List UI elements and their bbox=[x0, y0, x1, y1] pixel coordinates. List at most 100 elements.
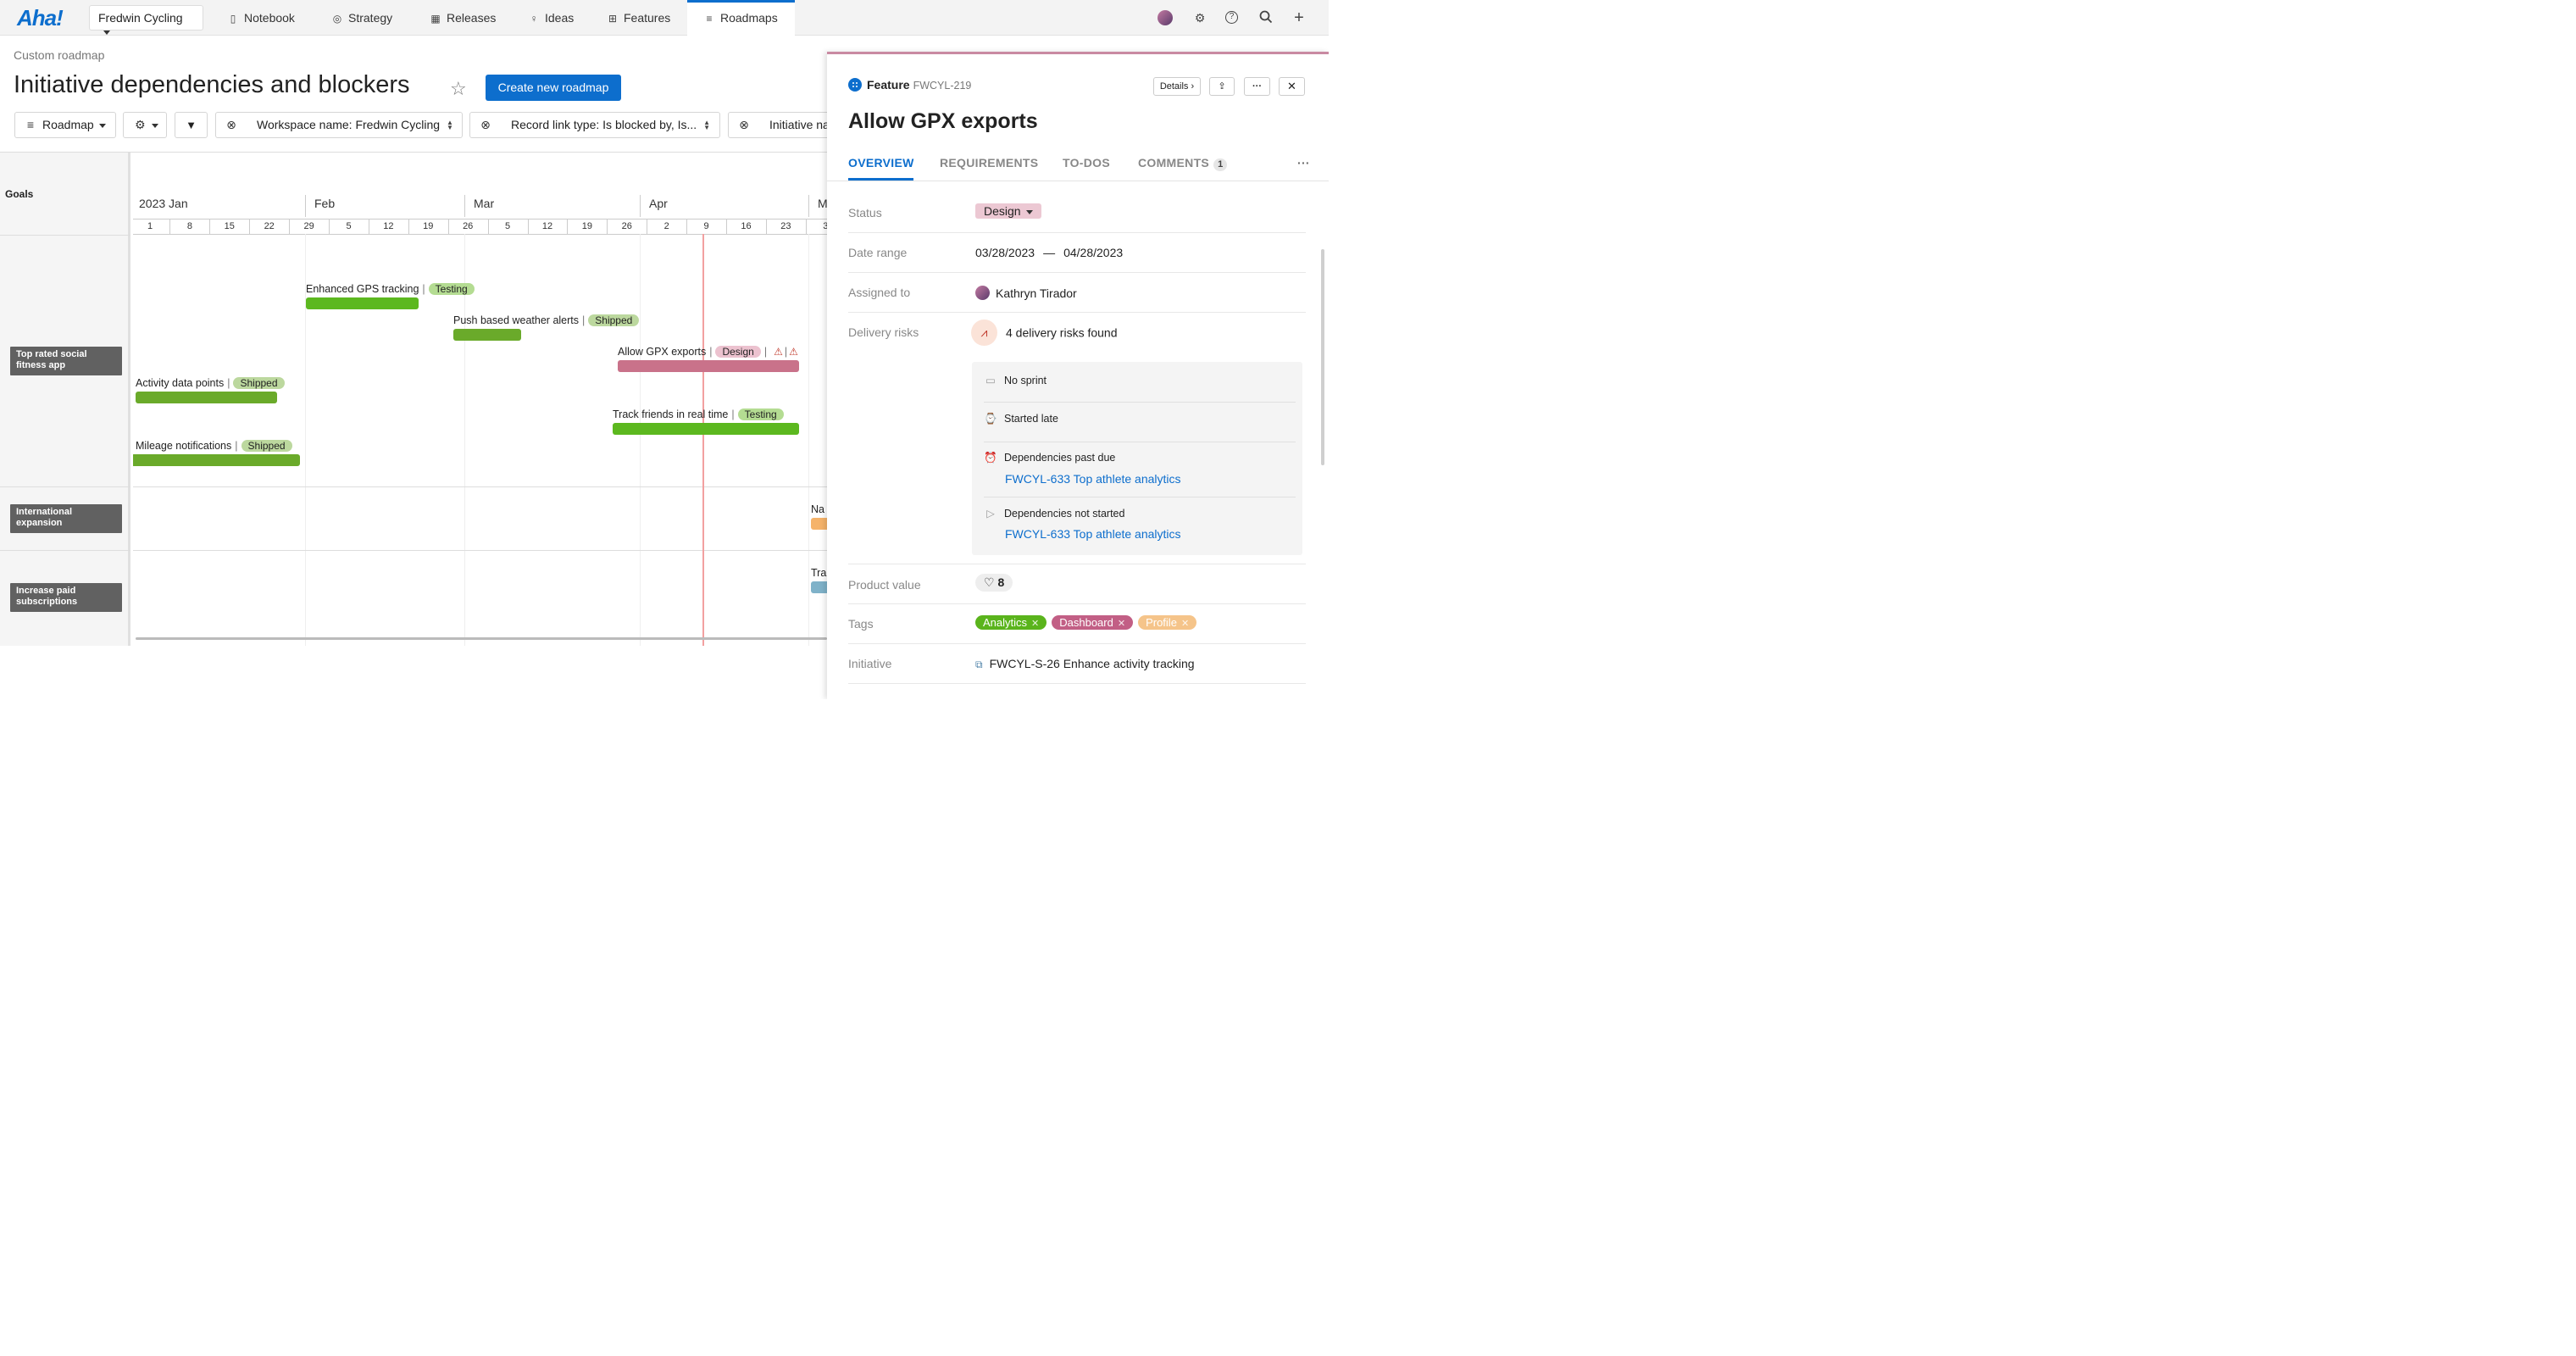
plus-icon[interactable]: + bbox=[1294, 8, 1304, 27]
week-label: 15 bbox=[224, 221, 235, 231]
field-date-range: Date range 03/28/2023—04/28/2023 bbox=[848, 233, 1306, 273]
week-label: 16 bbox=[741, 221, 752, 231]
help-icon[interactable]: ? bbox=[1225, 11, 1238, 24]
feature-bar[interactable] bbox=[136, 392, 277, 403]
nav-notebook[interactable]: ▯ Notebook bbox=[217, 0, 305, 36]
week-label: 5 bbox=[505, 221, 511, 231]
week-label: 12 bbox=[383, 221, 394, 231]
filter-record-link-type[interactable]: ⊗ Record link type: Is blocked by, Is... ▲… bbox=[469, 112, 720, 138]
delivery-risks-summary[interactable]: ⩘ 4 delivery risks found bbox=[971, 320, 1118, 346]
nav-strategy[interactable]: ◎ Strategy bbox=[321, 0, 402, 36]
feature-label[interactable]: Na bbox=[811, 503, 824, 515]
goal-chip[interactable]: Top rated social fitness app bbox=[10, 347, 122, 375]
feature-bar[interactable] bbox=[306, 297, 419, 309]
feature-title[interactable]: Allow GPX exports bbox=[848, 109, 1038, 133]
remove-filter-icon[interactable]: ⊗ bbox=[226, 118, 236, 131]
feature-label[interactable]: Tra bbox=[811, 567, 827, 579]
filter-button[interactable]: ▼ bbox=[175, 112, 208, 138]
assignee[interactable]: Kathryn Tirador bbox=[975, 286, 1077, 300]
remove-tag-icon[interactable]: ✕ bbox=[1031, 619, 1040, 629]
more-icon[interactable]: ··· bbox=[1244, 77, 1270, 96]
filter-workspace[interactable]: ⊗ Workspace name: Fredwin Cycling ▲ ▼ bbox=[215, 112, 463, 138]
filter-initiative[interactable]: ⊗ Initiative na bbox=[728, 112, 847, 138]
feature-bar[interactable] bbox=[613, 423, 799, 435]
aha-logo[interactable]: Aha! bbox=[17, 5, 64, 31]
tag-analytics[interactable]: Analytics ✕ bbox=[975, 615, 1047, 630]
goal-chip[interactable]: International expansion bbox=[10, 504, 122, 533]
sort-icon: ▲ ▼ bbox=[703, 119, 711, 132]
roadmap-canvas: Goals Top rated social fitness app Inter… bbox=[0, 152, 827, 646]
goals-header: Goals bbox=[5, 188, 34, 200]
tab-overview[interactable]: OVERVIEW bbox=[848, 156, 914, 170]
feature-label[interactable]: Track friends in real time | Testing bbox=[613, 408, 784, 420]
tab-requirements[interactable]: REQUIREMENTS bbox=[940, 156, 1039, 170]
dependency-link[interactable]: FWCYL-633 Top athlete analytics bbox=[1005, 527, 1181, 541]
tag-dashboard[interactable]: Dashboard ✕ bbox=[1052, 615, 1134, 630]
nav-features[interactable]: ⊞ Features bbox=[597, 0, 680, 36]
nav-roadmaps[interactable]: ≡ Roadmaps bbox=[687, 0, 795, 36]
week-divider bbox=[209, 219, 211, 234]
breadcrumb[interactable]: Custom roadmap bbox=[14, 48, 105, 62]
remove-filter-icon[interactable]: ⊗ bbox=[739, 118, 749, 131]
month-label: M bbox=[818, 197, 827, 210]
app-window: Aha! Fredwin Cycling ▯ Notebook ◎ Strategy… bbox=[0, 0, 1329, 699]
gear-icon[interactable]: ⚙ bbox=[1194, 11, 1206, 25]
horizontal-scrollbar[interactable] bbox=[136, 637, 827, 640]
tag-profile[interactable]: Profile ✕ bbox=[1138, 615, 1197, 630]
feature-label[interactable]: Enhanced GPS tracking | Testing bbox=[306, 283, 475, 295]
more-tabs-icon[interactable]: ··· bbox=[1297, 156, 1310, 170]
tag-list[interactable]: Analytics ✕ Dashboard ✕ Profile ✕ bbox=[975, 615, 1202, 630]
week-divider bbox=[805, 219, 807, 234]
details-button[interactable]: Details › bbox=[1153, 77, 1201, 96]
week-label: 19 bbox=[581, 221, 593, 231]
month-label: Mar bbox=[474, 197, 495, 210]
date-range-value[interactable]: 03/28/2023—04/28/2023 bbox=[975, 246, 1124, 259]
chevron-down-icon bbox=[103, 30, 110, 35]
remove-tag-icon[interactable]: ✕ bbox=[1180, 619, 1190, 629]
hierarchy-icon: ⧉ bbox=[975, 659, 983, 670]
remove-tag-icon[interactable]: ✕ bbox=[1117, 619, 1126, 629]
roadmap-menu-button[interactable]: ≡ Roadmap bbox=[14, 112, 116, 138]
week-divider bbox=[169, 219, 171, 234]
feature-label[interactable]: Allow GPX exports | Design | ⚠ | ⚠ bbox=[618, 346, 798, 358]
field-product-value: Product value ♡ 8 bbox=[848, 564, 1306, 604]
panel-scrollbar[interactable] bbox=[1321, 249, 1324, 465]
close-icon[interactable]: ✕ bbox=[1279, 77, 1305, 96]
share-icon[interactable]: ⇪ bbox=[1209, 77, 1235, 96]
feature-bar[interactable] bbox=[133, 454, 300, 466]
feature-label[interactable]: Mileage notifications | Shipped bbox=[136, 440, 292, 452]
nav-ideas[interactable]: ♀ Ideas bbox=[518, 0, 584, 36]
week-label: 29 bbox=[303, 221, 314, 231]
week-label: 12 bbox=[541, 221, 553, 231]
month-label: Feb bbox=[314, 197, 336, 210]
week-divider bbox=[329, 219, 330, 234]
week-divider bbox=[289, 219, 291, 234]
initiative-value[interactable]: ⧉ FWCYL-S-26 Enhance activity tracking bbox=[975, 657, 1195, 670]
record-id[interactable]: FWCYL-219 bbox=[913, 80, 972, 92]
user-avatar[interactable] bbox=[1158, 10, 1173, 25]
feature-bar[interactable] bbox=[453, 329, 521, 341]
watch-icon: ⌚ bbox=[984, 413, 997, 425]
goal-chip[interactable]: Increase paid subscriptions bbox=[10, 583, 122, 612]
dependency-link[interactable]: FWCYL-633 Top athlete analytics bbox=[1005, 472, 1181, 486]
tab-comments[interactable]: COMMENTS 1 bbox=[1138, 156, 1228, 171]
feature-label[interactable]: Push based weather alerts | Shipped bbox=[453, 314, 640, 326]
star-icon[interactable]: ☆ bbox=[450, 78, 467, 99]
risk-chart-icon: ⩘ bbox=[971, 320, 997, 346]
create-roadmap-button[interactable]: Create new roadmap bbox=[486, 75, 621, 101]
tab-todos[interactable]: TO-DOS bbox=[1063, 156, 1110, 170]
product-value-badge[interactable]: ♡ 8 bbox=[975, 574, 1013, 592]
feature-bar[interactable] bbox=[811, 518, 827, 530]
workspace-selector[interactable]: Fredwin Cycling bbox=[89, 5, 203, 35]
risk-item: ▷ Dependencies not started FWCYL-633 Top a… bbox=[984, 507, 1296, 541]
feature-label[interactable]: Activity data points | Shipped bbox=[136, 377, 285, 389]
nav-releases[interactable]: ▦ Releases bbox=[419, 0, 506, 36]
remove-filter-icon[interactable]: ⊗ bbox=[480, 118, 491, 131]
settings-menu-button[interactable]: ⚙ bbox=[123, 112, 167, 138]
feature-bar[interactable] bbox=[618, 360, 799, 372]
feature-bar[interactable] bbox=[811, 581, 827, 593]
status-dropdown[interactable]: Design bbox=[975, 203, 1041, 219]
week-label: 5 bbox=[346, 221, 352, 231]
week-divider bbox=[447, 219, 449, 234]
search-icon[interactable] bbox=[1258, 10, 1274, 25]
